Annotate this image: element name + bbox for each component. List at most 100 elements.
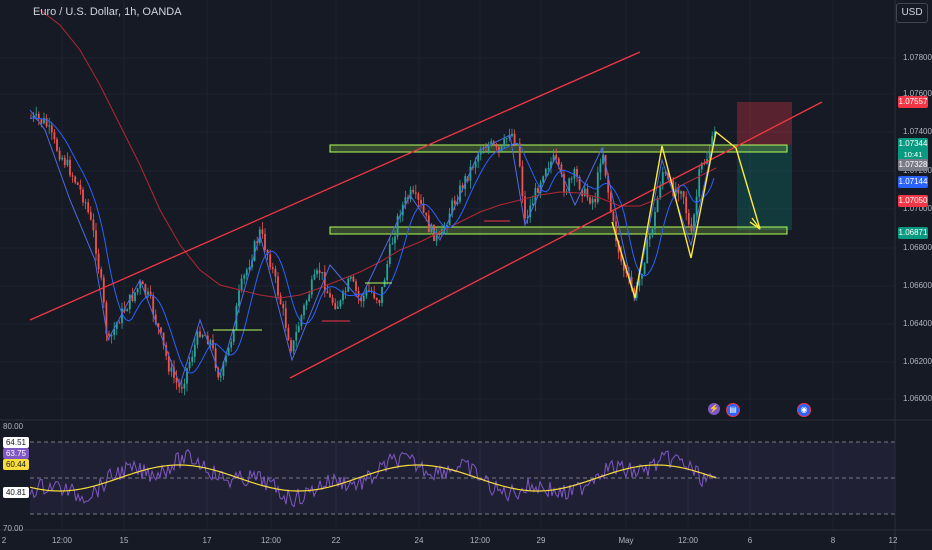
candle-body bbox=[357, 290, 360, 297]
candle-body bbox=[323, 271, 326, 292]
candle-body bbox=[292, 340, 295, 352]
candle-body bbox=[295, 332, 298, 341]
candle-body bbox=[365, 290, 368, 296]
candle-body bbox=[110, 335, 113, 337]
candle-body bbox=[500, 146, 503, 152]
candle-body bbox=[544, 168, 547, 177]
candle-body bbox=[542, 176, 545, 183]
candle-body bbox=[191, 356, 194, 362]
candle-body bbox=[453, 200, 456, 205]
candle-body bbox=[461, 185, 464, 189]
price-tick: 1.06200 bbox=[903, 357, 932, 366]
candle-body bbox=[425, 212, 428, 216]
time-label: 8 bbox=[830, 536, 836, 545]
candle-body bbox=[214, 348, 217, 369]
candle-body bbox=[487, 145, 490, 152]
candle-body bbox=[529, 205, 532, 218]
candle-body bbox=[438, 232, 441, 234]
candle-body bbox=[154, 314, 157, 324]
candle-body bbox=[97, 253, 100, 270]
candle-body bbox=[537, 188, 539, 193]
candle-body bbox=[596, 172, 599, 203]
candle-body bbox=[526, 217, 529, 219]
currency-button[interactable]: USD bbox=[896, 3, 928, 23]
candle-body bbox=[339, 300, 342, 307]
candle-body bbox=[344, 291, 347, 293]
candle-body bbox=[316, 270, 318, 275]
candle-body bbox=[563, 173, 565, 193]
candle-body bbox=[82, 189, 84, 203]
candle-body bbox=[53, 132, 56, 140]
candle-body bbox=[373, 291, 376, 299]
price-tag-ema-fast: 1.07144 bbox=[898, 176, 928, 188]
candle-body bbox=[160, 327, 162, 333]
candle-body bbox=[693, 214, 695, 232]
projection-path bbox=[611, 130, 761, 299]
candle-body bbox=[58, 150, 61, 160]
candle-body bbox=[238, 290, 240, 306]
rsi-tag-ma: 60.44 bbox=[3, 459, 29, 470]
candle-body bbox=[646, 239, 649, 264]
candle-body bbox=[66, 159, 69, 166]
candle-body bbox=[641, 273, 643, 279]
event-icon[interactable]: ◉ bbox=[797, 403, 811, 417]
candle-body bbox=[648, 235, 651, 240]
candle-body bbox=[303, 305, 305, 316]
candle-body bbox=[269, 254, 272, 268]
candle-body bbox=[412, 189, 415, 193]
candle-body bbox=[321, 271, 324, 274]
candle-body bbox=[378, 299, 381, 303]
candle-body bbox=[435, 232, 438, 241]
rsi-tag-value: 63.75 bbox=[3, 448, 29, 459]
candle-body bbox=[557, 158, 560, 165]
candle-body bbox=[355, 281, 357, 291]
candle-body bbox=[232, 329, 235, 342]
price-tick: 1.06600 bbox=[903, 281, 932, 290]
candle-body bbox=[139, 281, 142, 289]
candle-body bbox=[708, 152, 711, 159]
rsi-tag-low: 40.81 bbox=[3, 487, 29, 498]
price-tag-close: 1.07328 bbox=[898, 159, 928, 171]
candle-body bbox=[560, 164, 563, 174]
candle-body bbox=[633, 288, 636, 298]
time-label: 29 bbox=[536, 536, 546, 545]
candle-body bbox=[615, 221, 617, 241]
candle-body bbox=[581, 189, 584, 197]
candle-body bbox=[240, 278, 243, 291]
candle-body bbox=[336, 306, 339, 309]
candle-body bbox=[74, 176, 77, 183]
time-label: 2 bbox=[1, 536, 7, 545]
candle-body bbox=[498, 146, 500, 152]
candle-body bbox=[279, 295, 282, 305]
candle-body bbox=[175, 377, 178, 383]
candle-body bbox=[79, 184, 82, 190]
candle-body bbox=[209, 340, 212, 345]
candle-body bbox=[274, 268, 277, 277]
candle-body bbox=[482, 150, 485, 154]
candle-body bbox=[56, 139, 58, 151]
candle-body bbox=[368, 290, 370, 292]
stop-zone bbox=[737, 102, 792, 145]
candle-body bbox=[573, 168, 576, 179]
candle-body bbox=[667, 173, 669, 179]
candle-body bbox=[92, 219, 95, 231]
candle-body bbox=[266, 250, 269, 255]
candle-body bbox=[329, 293, 331, 298]
candle-body bbox=[32, 115, 35, 119]
candle-body bbox=[136, 288, 139, 293]
lightning-icon[interactable]: ⚡ bbox=[708, 403, 720, 415]
candle-body bbox=[388, 244, 391, 264]
candle-body bbox=[511, 133, 513, 137]
rsi-tick: 70.00 bbox=[3, 524, 24, 533]
candle-body bbox=[490, 141, 493, 146]
candle-body bbox=[248, 267, 251, 270]
candle-body bbox=[48, 125, 51, 127]
candle-body bbox=[326, 291, 329, 294]
candle-body bbox=[173, 367, 175, 378]
candle-body bbox=[352, 276, 355, 282]
us-flag-icon[interactable]: ▤ bbox=[726, 403, 740, 417]
candle-body bbox=[253, 241, 256, 261]
candle-body bbox=[654, 212, 656, 229]
candle-body bbox=[222, 362, 225, 377]
